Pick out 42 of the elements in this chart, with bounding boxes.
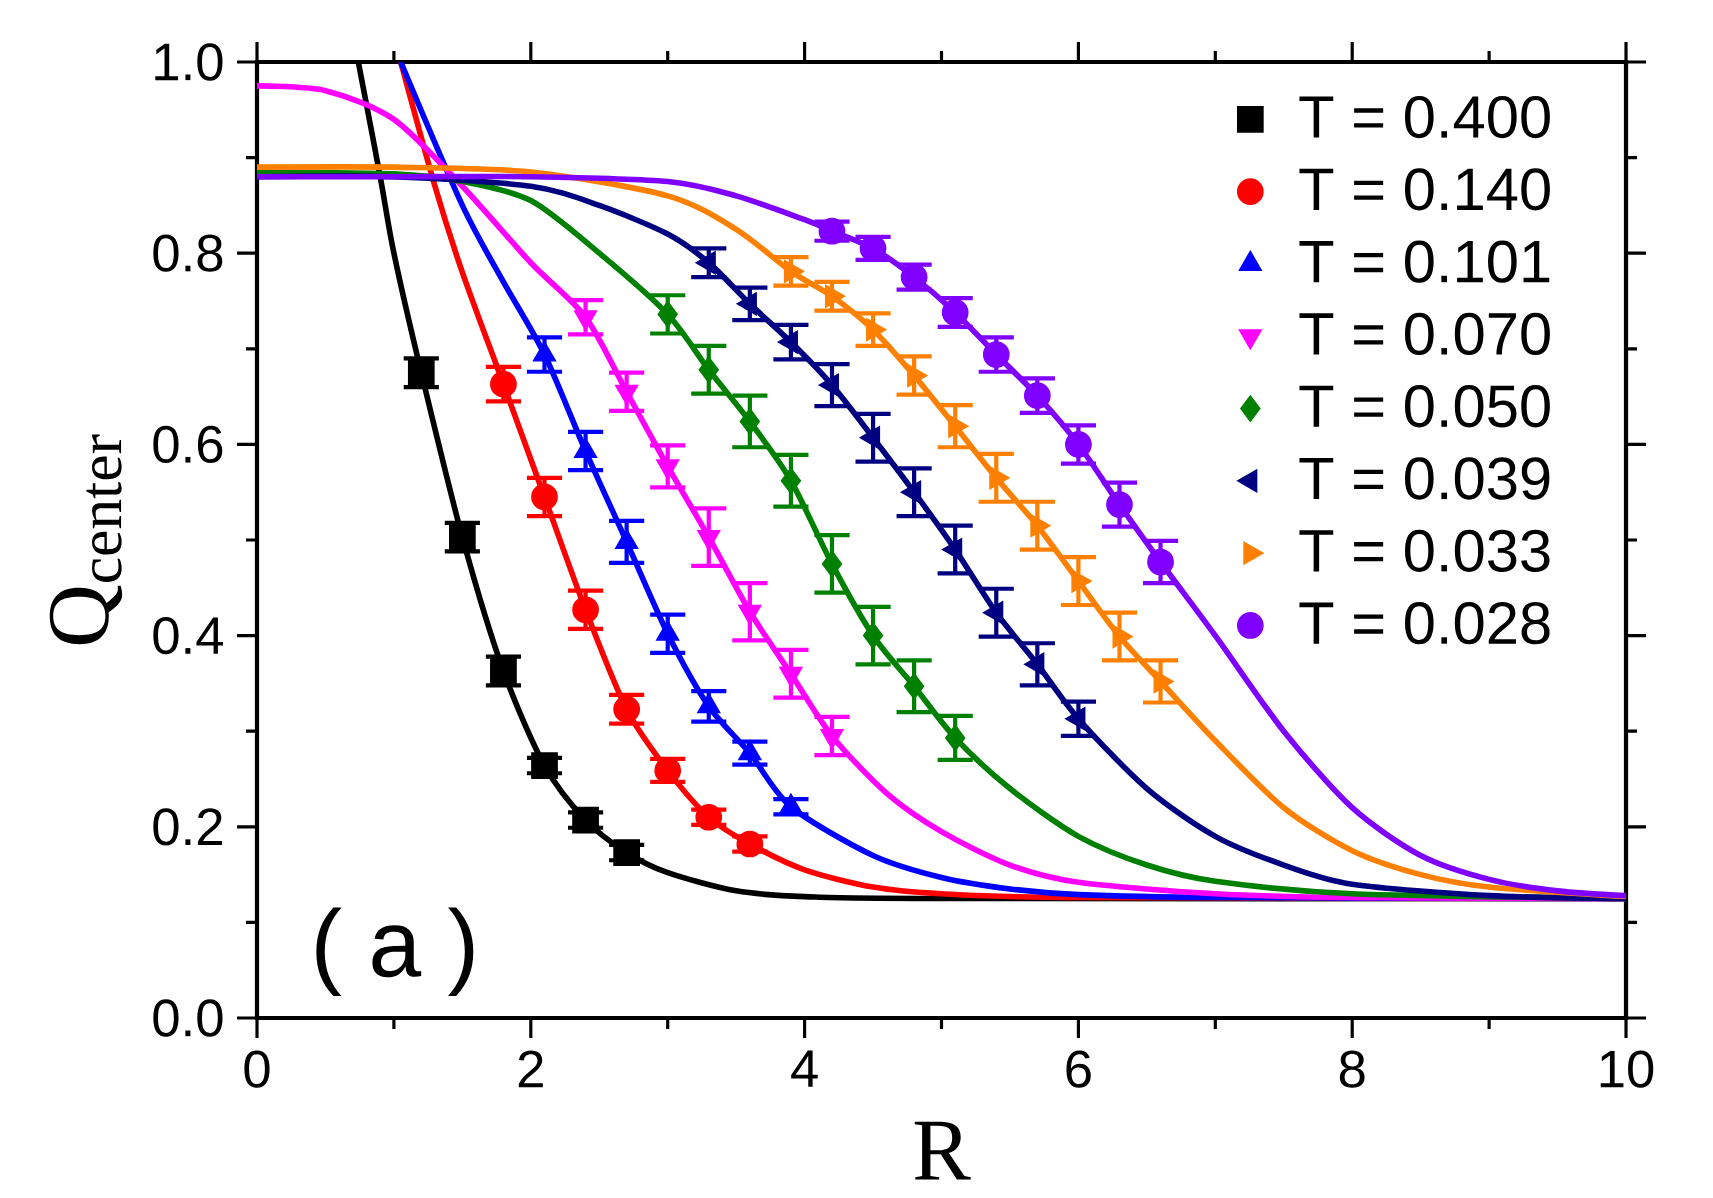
point [821,550,843,578]
point [780,467,802,495]
point [531,752,558,779]
point [1147,548,1174,576]
legend-label: T = 0.039 [1299,457,1550,500]
point [1106,491,1133,518]
y-tick-label: 1.0 [155,43,223,81]
annotation: ( a ) [316,907,474,997]
point [657,301,678,328]
legend-label: T = 0.400 [1299,95,1550,139]
y-tick-label: 0.6 [153,425,223,464]
point [1065,431,1092,458]
x-tick-label: 2 [518,1050,543,1088]
legend-label: T = 0.070 [1299,312,1550,356]
y-tick-label: 0.4 [153,616,224,655]
y-axis-title: Q$_{center}$ [49,434,123,645]
x-tick-label: 10 [1600,1050,1654,1088]
x-tick-label: 4 [791,1050,818,1087]
point [698,356,719,384]
legend-label: T = 0.028 [1299,601,1550,645]
legend-label: T = 0.050 [1299,385,1550,428]
x-tick-label: 8 [1339,1050,1365,1088]
point [490,370,517,398]
legend-label: T = 0.140 [1299,168,1550,211]
point [945,724,966,752]
point [982,341,1010,368]
point [572,806,599,834]
x-tick-label: 0 [244,1050,270,1088]
x-axis-title: R [914,1121,971,1180]
point [1023,382,1051,409]
legend-label: T = 0.033 [1299,529,1550,572]
point [739,408,761,435]
point [903,672,925,700]
y-tick-label: 0.2 [153,808,222,846]
x-tick-label: 6 [1066,1050,1091,1088]
y-tick-label: 0.8 [153,234,223,272]
point [572,596,599,624]
y-tick-label: 0.0 [153,999,223,1037]
point [613,839,640,866]
point [531,483,558,511]
legend-label: T = 0.101 [1299,240,1550,283]
point [862,622,884,649]
